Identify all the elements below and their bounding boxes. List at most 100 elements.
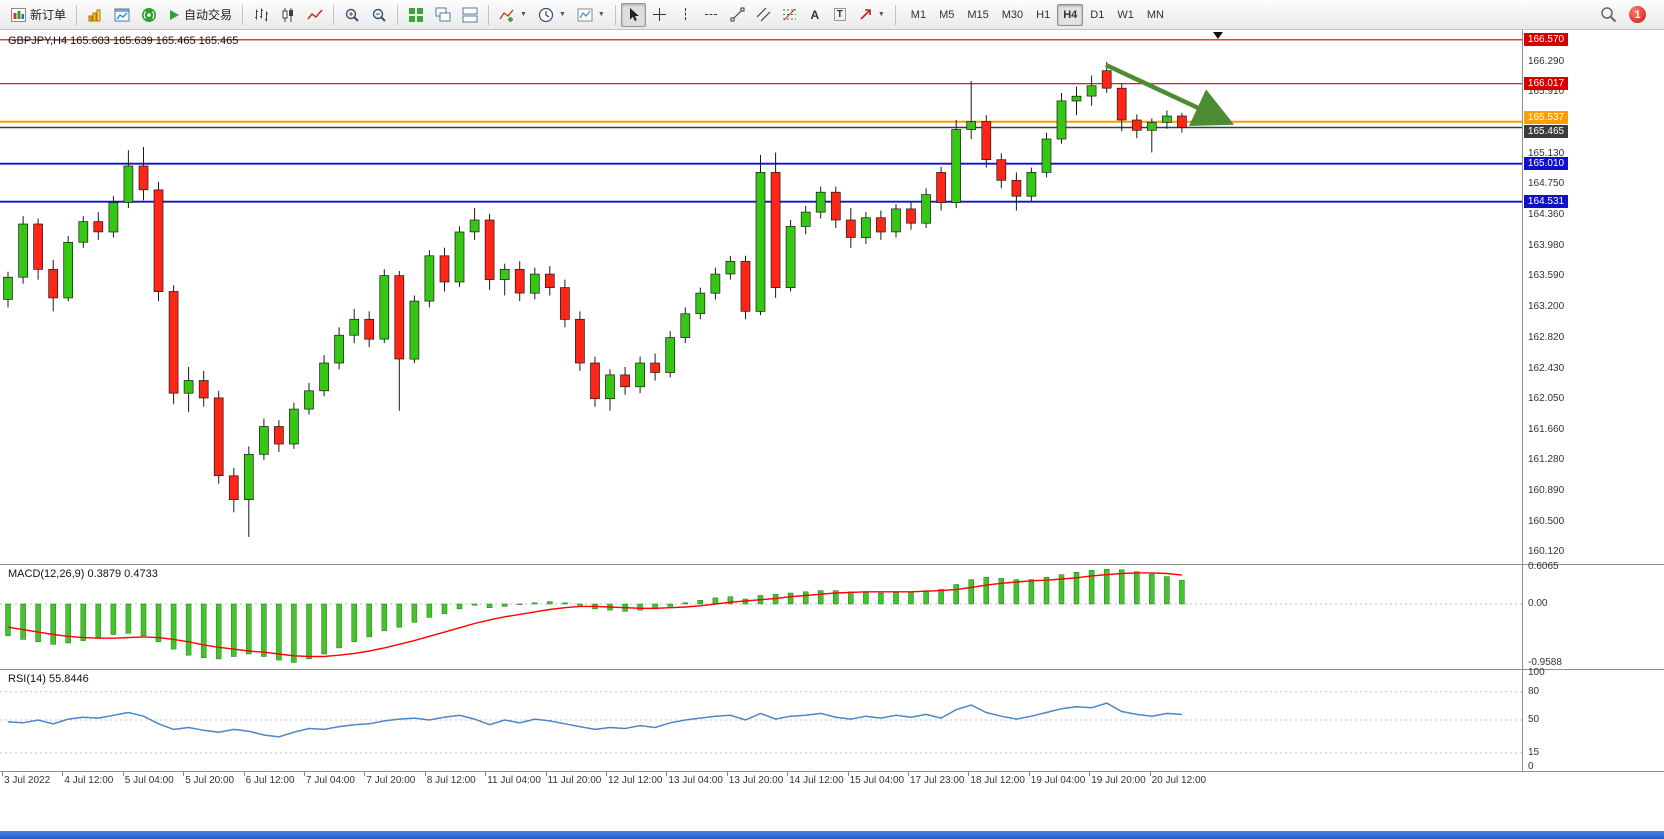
price-scale-label: 162.820 bbox=[1528, 331, 1565, 343]
line-chart-button[interactable] bbox=[302, 3, 328, 27]
trendline-button[interactable] bbox=[725, 3, 750, 27]
price-scale-label: 165.910 bbox=[1528, 86, 1565, 98]
channel-icon bbox=[756, 7, 771, 22]
price-line-badge: 165.465 bbox=[1524, 124, 1568, 138]
fibonacci-icon bbox=[782, 8, 796, 21]
text-label-icon: T bbox=[833, 8, 846, 21]
candlestick-chart[interactable] bbox=[0, 30, 1522, 564]
time-axis-label: 4 Jul 12:00 bbox=[64, 775, 114, 786]
taskbar-strip bbox=[0, 831, 1664, 839]
timeframe-m15[interactable]: M15 bbox=[967, 8, 989, 21]
macd-scale-label: 0.00 bbox=[1528, 598, 1548, 609]
chevron-down-icon: ▼ bbox=[520, 11, 527, 18]
price-scale-label: 161.660 bbox=[1528, 423, 1565, 435]
panel-divider[interactable] bbox=[0, 669, 1664, 670]
candlestick-icon bbox=[282, 7, 294, 22]
rsi-indicator[interactable] bbox=[0, 670, 1522, 771]
time-axis-tick bbox=[2, 772, 3, 776]
vertical-line-icon bbox=[684, 8, 686, 21]
price-line-badge: 165.010 bbox=[1524, 156, 1568, 170]
bar-chart-button[interactable] bbox=[248, 3, 274, 27]
cascade-windows-button[interactable] bbox=[430, 3, 456, 27]
toolbar-separator bbox=[894, 4, 896, 25]
timeframe-m1[interactable]: M1 bbox=[910, 8, 927, 21]
text-label-button[interactable]: T bbox=[828, 3, 852, 27]
price-scale-label: 163.980 bbox=[1528, 239, 1565, 251]
chart-window-icon bbox=[114, 8, 130, 21]
tile-windows-icon bbox=[409, 7, 424, 22]
timeframe-h4[interactable]: H4 bbox=[1057, 3, 1084, 26]
time-axis-label: 6 Jul 12:00 bbox=[245, 775, 295, 786]
clock-icon bbox=[538, 7, 554, 22]
price-scale[interactable]: 166.290 165.910 165.130 164.750 164.360 163.9… bbox=[1523, 30, 1664, 772]
macd-indicator[interactable] bbox=[0, 565, 1522, 669]
market-watch-button[interactable] bbox=[82, 3, 108, 27]
fibonacci-button[interactable] bbox=[777, 3, 802, 27]
main-toolbar: 新订单 自动交易 bbox=[0, 0, 1664, 30]
time-axis-tick bbox=[243, 772, 245, 776]
time-axis-label: 19 Jul 04:00 bbox=[1030, 775, 1086, 786]
price-line-badge: 164.531 bbox=[1524, 194, 1568, 208]
time-axis-label: 20 Jul 12:00 bbox=[1151, 775, 1207, 786]
tile-windows-button[interactable] bbox=[403, 3, 429, 27]
timeframe-m5[interactable]: M5 bbox=[939, 8, 955, 21]
time-axis-label: 7 Jul 20:00 bbox=[366, 775, 416, 786]
price-line-badge: 166.017 bbox=[1524, 76, 1568, 90]
text-button[interactable]: A bbox=[803, 3, 827, 27]
cursor-icon bbox=[629, 8, 639, 21]
trendline-icon bbox=[730, 7, 745, 22]
time-axis-tick bbox=[122, 772, 124, 776]
timeframe-m30[interactable]: M30 bbox=[1001, 8, 1024, 21]
price-scale-label: 163.590 bbox=[1528, 270, 1565, 282]
rsi-scale-label: 100 bbox=[1528, 667, 1545, 678]
panel-divider[interactable] bbox=[0, 564, 1664, 565]
crosshair-button[interactable] bbox=[647, 3, 672, 27]
price-scale-border bbox=[1522, 30, 1523, 772]
crosshair-icon bbox=[652, 8, 666, 21]
time-axis-tick bbox=[1149, 772, 1151, 776]
price-line-badge: 165.537 bbox=[1524, 110, 1568, 124]
time-axis-tick bbox=[606, 772, 607, 776]
time-axis-tick bbox=[183, 772, 185, 776]
time-axis-label: 11 Jul 04:00 bbox=[487, 775, 541, 786]
signals-button[interactable] bbox=[136, 3, 162, 27]
templates-button[interactable]: ▼ bbox=[572, 3, 610, 27]
channel-button[interactable] bbox=[751, 3, 776, 27]
cursor-button[interactable] bbox=[620, 2, 646, 27]
price-scale-label: 164.750 bbox=[1528, 178, 1565, 190]
price-scale-label: 165.130 bbox=[1528, 148, 1565, 160]
timeframe-h1[interactable]: H1 bbox=[1036, 8, 1051, 21]
zoom-in-button[interactable] bbox=[339, 3, 365, 27]
zoom-in-icon bbox=[345, 8, 359, 22]
notification-badge[interactable]: 1 bbox=[1629, 6, 1646, 23]
timeframe-group: M1 M5 M15 M30 H1 H4 D1 W1 MN bbox=[905, 3, 1170, 26]
panel-divider bbox=[0, 771, 1664, 772]
time-axis-tick bbox=[787, 772, 789, 776]
time-axis-label: 14 Jul 12:00 bbox=[789, 775, 844, 786]
chart-symbol-header: GBPJPY,H4 165.603 165.639 165.465 165.46… bbox=[8, 35, 239, 47]
auto-trading-button[interactable]: 自动交易 bbox=[163, 3, 237, 27]
indicators-icon bbox=[499, 9, 514, 22]
time-axis-label: 13 Jul 20:00 bbox=[728, 775, 784, 786]
arrange-windows-button[interactable] bbox=[457, 3, 483, 27]
time-axis[interactable]: 3 Jul 2022 4 Jul 12:00 5 Jul 04:00 5 Jul 20… bbox=[0, 772, 1522, 788]
indicators-button[interactable]: ▼ bbox=[494, 3, 532, 27]
search-icon[interactable] bbox=[1600, 6, 1617, 23]
text-icon: A bbox=[810, 7, 820, 22]
vertical-line-button[interactable] bbox=[673, 3, 698, 27]
time-axis-label: 15 Jul 04:00 bbox=[849, 775, 905, 786]
periods-button[interactable]: ▼ bbox=[533, 3, 571, 27]
time-axis-label: 19 Jul 20:00 bbox=[1091, 775, 1146, 786]
horizontal-line-button[interactable] bbox=[699, 3, 724, 27]
time-axis-label: 18 Jul 12:00 bbox=[970, 775, 1025, 786]
zoom-out-button[interactable] bbox=[366, 3, 392, 27]
bar-chart-icon bbox=[255, 8, 269, 21]
arrows-button[interactable]: ▼ bbox=[853, 3, 890, 27]
timeframe-w1[interactable]: W1 bbox=[1117, 8, 1134, 21]
timeframe-mn[interactable]: MN bbox=[1146, 8, 1164, 21]
zoom-out-icon bbox=[372, 8, 386, 22]
candlestick-chart-button[interactable] bbox=[275, 3, 301, 27]
chart-window-button[interactable] bbox=[109, 3, 135, 27]
new-order-button[interactable]: 新订单 bbox=[6, 3, 71, 27]
timeframe-d1[interactable]: D1 bbox=[1090, 8, 1105, 21]
